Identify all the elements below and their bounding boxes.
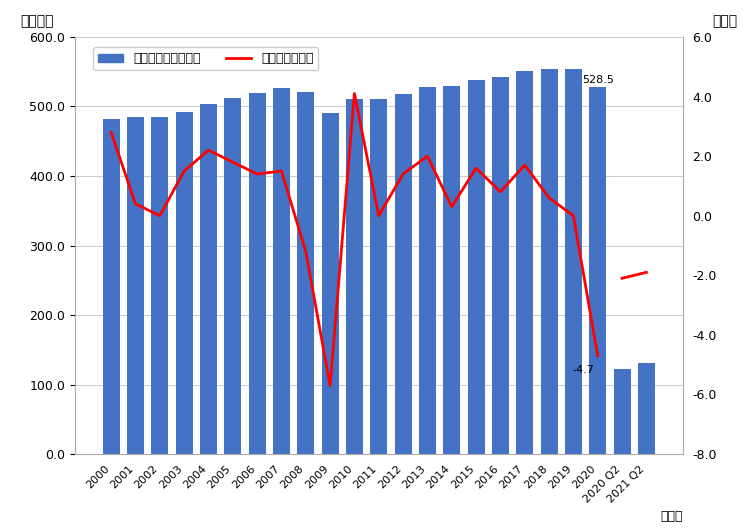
Bar — [176, 112, 193, 454]
Bar — [443, 86, 460, 454]
Text: （年）: （年） — [660, 510, 682, 523]
Bar — [541, 69, 557, 454]
Bar — [419, 87, 436, 454]
Bar — [467, 80, 484, 454]
Text: （兆円）: （兆円） — [20, 15, 54, 29]
Bar — [394, 94, 412, 454]
Bar — [638, 363, 655, 454]
Bar — [370, 99, 387, 454]
Bar — [346, 99, 363, 454]
Text: （％）: （％） — [712, 15, 737, 29]
Bar — [614, 369, 631, 454]
Text: 528.5: 528.5 — [582, 74, 614, 84]
Bar — [103, 119, 120, 454]
Bar — [152, 117, 168, 454]
Text: -4.7: -4.7 — [572, 365, 594, 375]
Bar — [200, 105, 217, 454]
Bar — [322, 113, 338, 454]
Bar — [127, 117, 144, 454]
Bar — [492, 77, 509, 454]
Bar — [590, 87, 606, 454]
Bar — [516, 71, 533, 454]
Legend: 国内総生産（実質）, 前年比（右軸）: 国内総生産（実質）, 前年比（右軸） — [94, 48, 319, 70]
Bar — [565, 69, 582, 454]
Bar — [224, 98, 242, 454]
Bar — [297, 92, 314, 454]
Bar — [273, 88, 290, 454]
Bar — [248, 93, 266, 454]
